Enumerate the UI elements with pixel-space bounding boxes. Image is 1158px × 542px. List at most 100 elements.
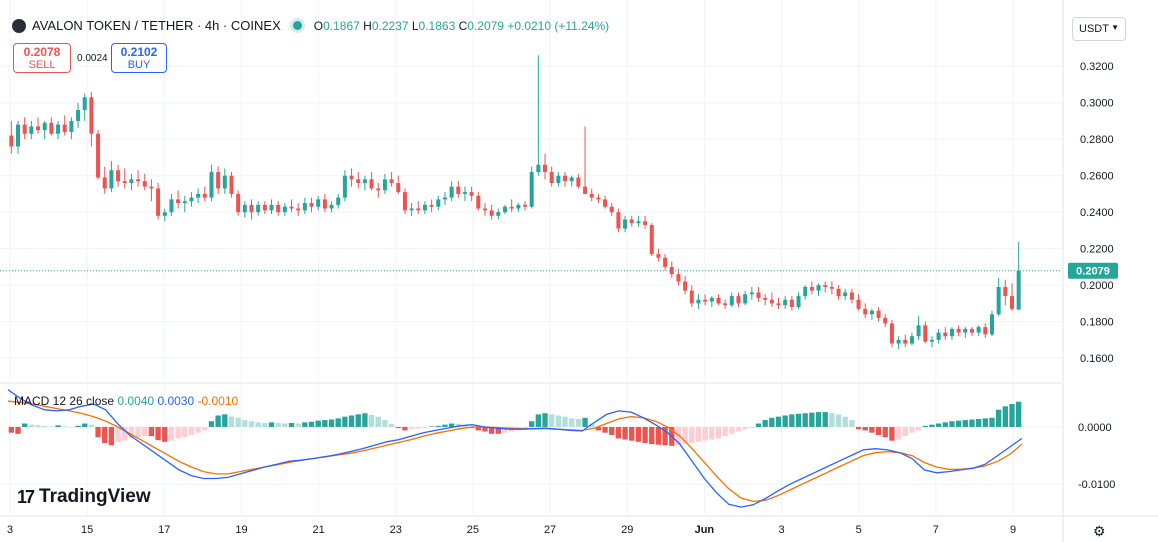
- change-value: +0.0210 (+11.24%): [507, 18, 610, 33]
- candle-body: [422, 204, 427, 211]
- price-axis-label: 0.3000: [1080, 98, 1114, 110]
- macd-histogram-bar: [75, 425, 81, 427]
- candle-body: [949, 328, 954, 337]
- macd-histogram-bar: [142, 426, 148, 437]
- macd-histogram-bar: [995, 409, 1002, 427]
- currency-dropdown[interactable]: USDT ▼: [1072, 17, 1126, 41]
- symbol-title[interactable]: AVALON TOKEN / TETHER · 4h · COINEX: [32, 18, 281, 33]
- macd-histogram-bar: [862, 426, 868, 431]
- macd-histogram-bar: [295, 423, 301, 427]
- macd-histogram-bar: [322, 420, 328, 427]
- macd-histogram-bar: [228, 416, 235, 427]
- candle-body: [29, 126, 34, 134]
- macd-histogram-bar: [208, 421, 215, 427]
- candle-body: [509, 206, 514, 209]
- macd-histogram-bar: [355, 414, 361, 427]
- candle-body: [16, 124, 21, 147]
- candle-body: [789, 299, 794, 308]
- candle-body: [342, 175, 347, 198]
- macd-histogram-bar: [428, 426, 435, 427]
- candle-body: [609, 206, 614, 213]
- candle-body: [516, 204, 521, 209]
- macd-histogram-bar: [702, 426, 708, 441]
- macd-histogram-bar: [422, 426, 428, 429]
- candle-body: [816, 285, 821, 291]
- candle-body: [809, 286, 814, 291]
- macd-histogram-bar: [448, 423, 455, 427]
- macd-histogram-bar: [769, 417, 775, 427]
- macd-histogram-bar: [682, 426, 688, 445]
- buy-button[interactable]: 0.2102 BUY: [111, 43, 167, 73]
- macd-histogram-bar: [922, 425, 928, 427]
- macd-histogram-bar: [182, 426, 188, 438]
- macd-histogram-bar: [308, 421, 315, 427]
- candle-body: [309, 203, 314, 207]
- macd-histogram-bar: [475, 426, 481, 431]
- current-price-label: 0.2079: [1076, 266, 1110, 278]
- candle-body: [923, 325, 928, 342]
- candle-body: [749, 292, 754, 295]
- chevron-down-icon: ▼: [1111, 23, 1119, 32]
- candle-body: [689, 290, 694, 304]
- macd-histogram-bar: [589, 423, 595, 427]
- candle-body: [349, 175, 354, 180]
- macd-histogram-bar: [689, 426, 695, 443]
- macd-value: 0.0040: [117, 394, 155, 408]
- price-axis-label: 0.2800: [1080, 134, 1114, 146]
- candle-body: [603, 199, 608, 207]
- candle-body: [296, 208, 301, 211]
- candle-body: [723, 303, 728, 306]
- candle-body: [502, 206, 507, 213]
- candle-body: [316, 199, 321, 207]
- macd-histogram-bar: [442, 424, 448, 427]
- macd-histogram-bar: [388, 424, 395, 427]
- candle-body: [729, 296, 734, 306]
- macd-histogram-bar: [328, 419, 335, 427]
- candle-body: [182, 201, 187, 204]
- candle-body: [282, 206, 287, 213]
- macd-histogram-bar: [882, 426, 888, 438]
- macd-histogram-bar: [8, 426, 15, 433]
- macd-histogram-bar: [262, 422, 268, 427]
- candle-body: [302, 203, 307, 211]
- candle-body: [703, 299, 708, 302]
- macd-histogram-bar: [835, 414, 842, 427]
- macd-legend[interactable]: MACD 12 26 close 0.0040 0.0030 -0.0010: [14, 394, 238, 408]
- candle-body: [69, 120, 74, 132]
- macd-histogram-bar: [415, 426, 421, 429]
- candle-body: [322, 199, 327, 209]
- macd-histogram-bar: [488, 426, 495, 434]
- candle-body: [382, 179, 387, 191]
- macd-histogram-bar: [695, 426, 702, 442]
- macd-histogram-bar: [942, 422, 948, 427]
- price-axis-label: 0.2400: [1080, 207, 1114, 219]
- candle-body: [796, 296, 801, 308]
- low-value: 0.1863: [418, 18, 456, 33]
- macd-histogram-bar: [148, 426, 155, 437]
- macd-histogram-bar: [435, 425, 441, 427]
- gear-icon[interactable]: ⚙: [1093, 523, 1106, 539]
- candle-body: [656, 254, 661, 258]
- candle-body: [256, 204, 261, 213]
- macd-histogram-bar: [969, 419, 975, 427]
- buy-price: 0.2102: [120, 45, 158, 59]
- macd-histogram-bar: [895, 426, 902, 440]
- macd-histogram-bar: [108, 426, 115, 446]
- price-axis-label: 0.1800: [1080, 317, 1114, 329]
- macd-histogram-bar: [335, 418, 341, 427]
- sell-button[interactable]: 0.2078 SELL: [13, 43, 71, 73]
- candle-body: [269, 204, 274, 211]
- macd-histogram-bar: [535, 414, 542, 427]
- candle-body: [989, 314, 994, 335]
- macd-histogram-bar: [629, 426, 635, 441]
- macd-histogram-bar: [935, 423, 942, 427]
- macd-histogram-bar: [729, 426, 735, 434]
- time-axis-label: 23: [390, 524, 402, 536]
- candle-body: [863, 308, 868, 315]
- tradingview-logo[interactable]: 17 TradingView: [17, 486, 151, 508]
- candle-body: [983, 327, 988, 335]
- candle-body: [176, 199, 181, 204]
- macd-histogram-bar: [202, 426, 208, 431]
- candle-body: [169, 199, 174, 213]
